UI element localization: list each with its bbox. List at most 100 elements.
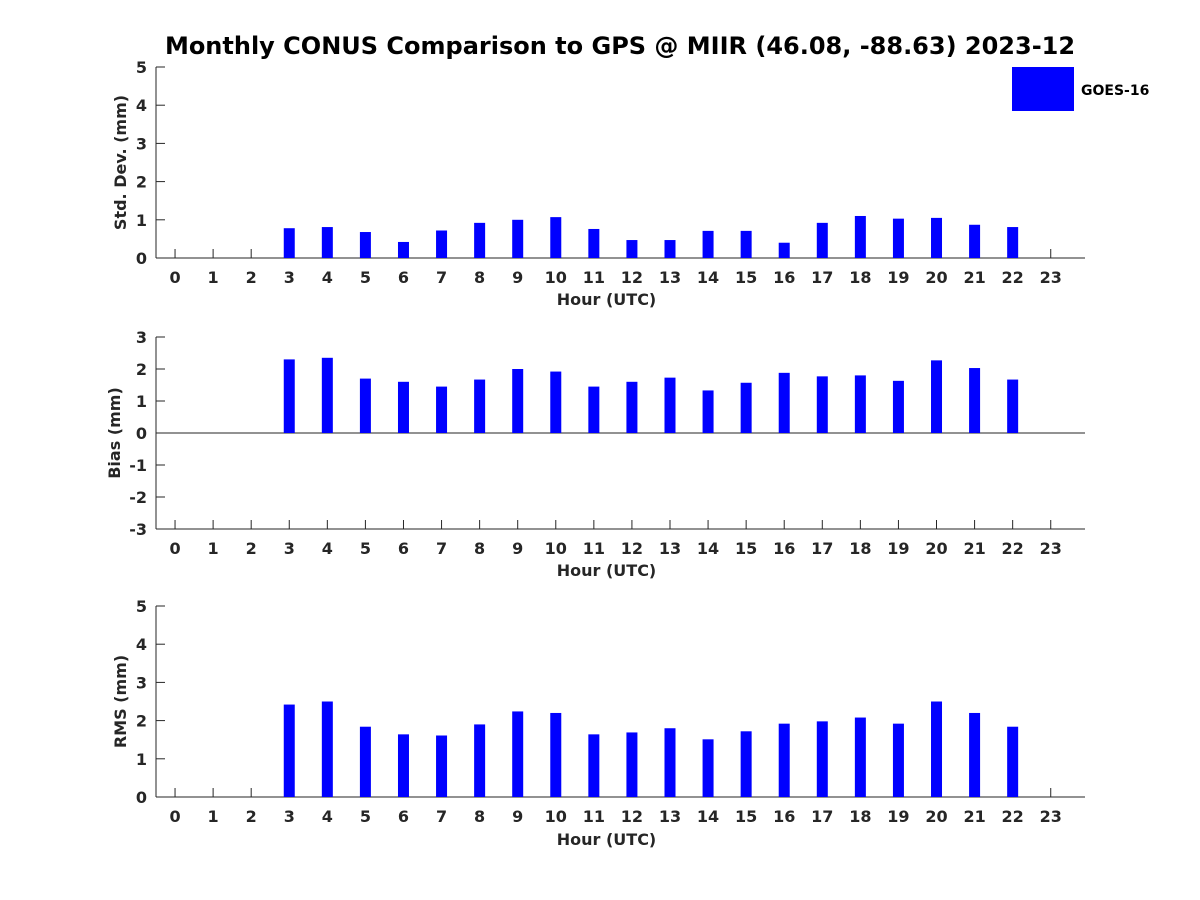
bar-hour-6 [397, 241, 409, 258]
bar-hour-8 [474, 379, 486, 433]
x-tick-label: 3 [284, 268, 295, 287]
bar-hour-12 [626, 240, 638, 258]
x-tick-label: 8 [474, 807, 485, 826]
bar-hour-4 [321, 227, 333, 258]
bar-hour-14 [702, 230, 714, 258]
bar-hour-13 [664, 377, 676, 433]
x-tick-label: 20 [925, 539, 947, 558]
bar-hour-15 [740, 230, 752, 258]
y-tick-label: 3 [136, 328, 147, 347]
y-axis-label: RMS (mm) [111, 655, 130, 748]
x-tick-label: 5 [360, 539, 371, 558]
bar-hour-16 [778, 723, 790, 797]
bar-hour-9 [512, 711, 524, 797]
y-tick-label: 3 [136, 673, 147, 692]
x-tick-label: 9 [512, 539, 523, 558]
x-tick-label: 21 [963, 539, 985, 558]
bar-hour-3 [283, 359, 295, 433]
x-tick-label: 2 [246, 268, 257, 287]
x-tick-label: 12 [621, 539, 643, 558]
bar-hour-6 [397, 734, 409, 797]
x-tick-label: 11 [583, 268, 605, 287]
y-tick-label: 0 [136, 249, 147, 268]
x-tick-label: 4 [322, 539, 333, 558]
x-tick-label: 8 [474, 539, 485, 558]
chart-title: Monthly CONUS Comparison to GPS @ MIIR (… [165, 32, 1075, 60]
y-tick-label: 2 [136, 360, 147, 379]
x-tick-label: 15 [735, 268, 757, 287]
bar-hour-18 [854, 717, 866, 797]
y-tick-label: 4 [136, 96, 147, 115]
bar-hour-9 [512, 369, 524, 433]
bar-hour-21 [969, 368, 981, 433]
x-tick-label: 19 [887, 268, 909, 287]
legend-label-goes-16: GOES-16 [1081, 83, 1149, 99]
bar-hour-20 [931, 360, 943, 433]
y-tick-label: 2 [136, 712, 147, 731]
x-tick-label: 0 [169, 539, 180, 558]
x-tick-label: 21 [963, 807, 985, 826]
x-tick-label: 9 [512, 807, 523, 826]
x-tick-label: 20 [925, 807, 947, 826]
bar-hour-4 [321, 701, 333, 797]
x-tick-label: 5 [360, 268, 371, 287]
x-tick-label: 3 [284, 807, 295, 826]
y-tick-label: -3 [129, 520, 147, 539]
y-tick-label: 3 [136, 134, 147, 153]
bar-hour-16 [778, 372, 790, 433]
x-tick-label: 3 [284, 539, 295, 558]
x-tick-label: 23 [1040, 807, 1062, 826]
bar-hour-15 [740, 731, 752, 797]
bar-hour-8 [474, 222, 486, 258]
x-tick-label: 17 [811, 539, 833, 558]
x-tick-label: 6 [398, 539, 409, 558]
x-tick-label: 15 [735, 539, 757, 558]
x-tick-label: 23 [1040, 539, 1062, 558]
bar-hour-5 [359, 378, 371, 433]
x-tick-label: 6 [398, 268, 409, 287]
x-tick-label: 4 [322, 807, 333, 826]
x-tick-label: 0 [169, 268, 180, 287]
y-tick-label: -2 [129, 488, 147, 507]
bar-hour-9 [512, 219, 524, 258]
bar-hour-18 [854, 375, 866, 433]
x-tick-label: 13 [659, 268, 681, 287]
x-tick-label: 1 [208, 268, 219, 287]
x-tick-label: 7 [436, 268, 447, 287]
bar-hour-19 [892, 218, 904, 258]
bar-hour-12 [626, 381, 638, 433]
bar-hour-22 [1007, 726, 1019, 797]
y-tick-label: 0 [136, 788, 147, 807]
x-tick-label: 22 [1002, 807, 1024, 826]
x-tick-label: 17 [811, 268, 833, 287]
bar-hour-11 [588, 734, 600, 797]
x-tick-label: 10 [545, 539, 567, 558]
x-tick-label: 1 [208, 539, 219, 558]
bar-hour-17 [816, 222, 828, 258]
x-tick-label: 14 [697, 268, 719, 287]
x-tick-label: 7 [436, 539, 447, 558]
bar-hour-13 [664, 728, 676, 797]
bar-hour-11 [588, 228, 600, 258]
x-tick-label: 12 [621, 268, 643, 287]
y-tick-label: 5 [136, 597, 147, 616]
x-tick-label: 18 [849, 807, 871, 826]
x-tick-label: 19 [887, 539, 909, 558]
x-tick-label: 0 [169, 807, 180, 826]
bar-hour-10 [550, 712, 562, 797]
x-tick-label: 13 [659, 539, 681, 558]
x-tick-label: 15 [735, 807, 757, 826]
bar-hour-22 [1007, 227, 1019, 258]
bar-hour-13 [664, 240, 676, 258]
y-axis-label: Bias (mm) [105, 387, 124, 479]
bar-hour-5 [359, 726, 371, 797]
bar-hour-4 [321, 357, 333, 433]
x-tick-label: 2 [246, 807, 257, 826]
x-tick-label: 4 [322, 268, 333, 287]
x-tick-label: 11 [583, 807, 605, 826]
bar-hour-18 [854, 215, 866, 258]
legend-swatch-goes-16 [1012, 67, 1074, 111]
